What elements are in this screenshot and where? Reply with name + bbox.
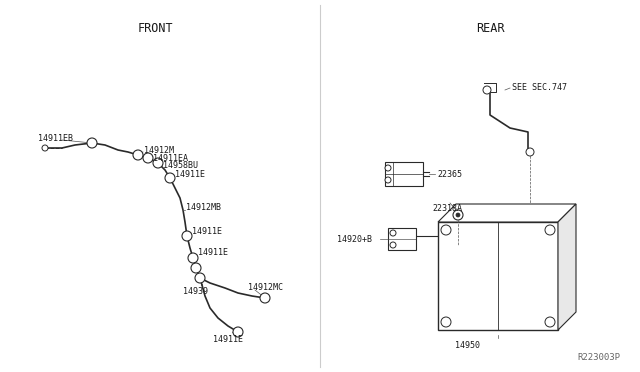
Circle shape (545, 225, 555, 235)
Circle shape (153, 158, 163, 168)
Bar (438, 222, 558, 330)
Circle shape (390, 230, 396, 236)
Text: 14912M: 14912M (144, 145, 174, 154)
Circle shape (385, 165, 391, 171)
Circle shape (441, 317, 451, 327)
Text: 14939: 14939 (183, 288, 208, 296)
Circle shape (233, 327, 243, 337)
Polygon shape (438, 204, 576, 222)
Circle shape (390, 242, 396, 248)
Circle shape (195, 273, 205, 283)
Text: 14911E: 14911E (198, 247, 228, 257)
Circle shape (133, 150, 143, 160)
Circle shape (483, 86, 491, 94)
Text: R223003P: R223003P (577, 353, 620, 362)
Circle shape (545, 317, 555, 327)
Circle shape (165, 173, 175, 183)
Text: 14958BU: 14958BU (163, 160, 198, 170)
Text: 14911E: 14911E (213, 336, 243, 344)
Circle shape (182, 231, 192, 241)
Text: REAR: REAR (476, 22, 504, 35)
Text: 14912MB: 14912MB (186, 202, 221, 212)
Text: 14912MC: 14912MC (248, 283, 283, 292)
Circle shape (191, 263, 201, 273)
Circle shape (526, 148, 534, 156)
Circle shape (385, 177, 391, 183)
Circle shape (42, 145, 48, 151)
Text: 14911E: 14911E (192, 227, 222, 235)
Text: 14911EB: 14911EB (38, 134, 73, 142)
Text: SEE SEC.747: SEE SEC.747 (512, 83, 567, 92)
Bar (388, 228, 416, 250)
Circle shape (453, 210, 463, 220)
Text: 22365: 22365 (437, 170, 462, 179)
Text: 14950: 14950 (456, 340, 481, 350)
Text: 14911E: 14911E (175, 170, 205, 179)
Circle shape (260, 293, 270, 303)
Text: FRONT: FRONT (137, 22, 173, 35)
Circle shape (441, 225, 451, 235)
Circle shape (456, 213, 460, 217)
Circle shape (143, 153, 153, 163)
Circle shape (188, 253, 198, 263)
Text: 14911EA: 14911EA (153, 154, 188, 163)
Bar (385, 162, 423, 186)
Text: 14920+B: 14920+B (337, 234, 372, 244)
Polygon shape (558, 204, 576, 330)
Circle shape (87, 138, 97, 148)
Text: 22318A: 22318A (432, 203, 462, 212)
